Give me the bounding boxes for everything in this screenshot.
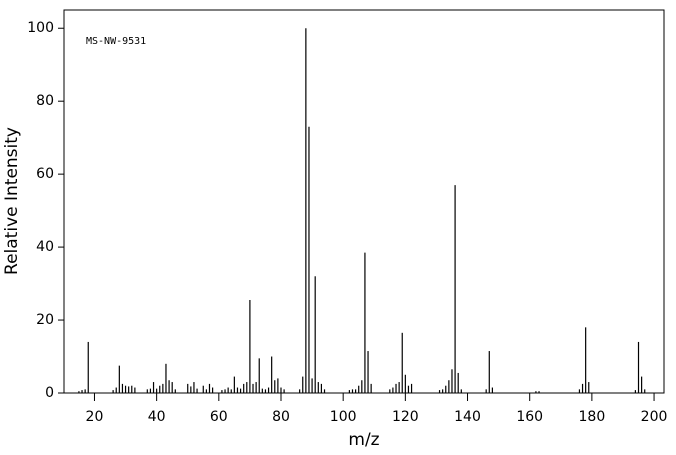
plot-frame (63, 9, 665, 394)
x-tick-label: 20 (86, 409, 104, 425)
x-tick-label: 160 (516, 409, 543, 425)
y-tick-label: 0 (45, 385, 54, 401)
annotation: MS-NW-9531 (86, 36, 146, 47)
x-tick-label: 80 (272, 409, 290, 425)
x-axis-label: m/z (348, 430, 379, 450)
x-tick-label: 200 (641, 409, 668, 425)
y-tick-label: 60 (36, 166, 54, 182)
y-tick-label: 20 (36, 312, 54, 328)
x-tick-label: 40 (148, 409, 166, 425)
x-tick-label: 140 (454, 409, 481, 425)
y-axis-label: Relative Intensity (2, 127, 22, 275)
x-tick-label: 60 (210, 409, 228, 425)
y-tick-label: 80 (36, 93, 54, 109)
y-tick-label: 40 (36, 239, 54, 255)
x-tick-label: 100 (330, 409, 357, 425)
x-tick-label: 120 (392, 409, 419, 425)
y-tick-label: 100 (27, 20, 54, 36)
x-tick-label: 180 (579, 409, 606, 425)
